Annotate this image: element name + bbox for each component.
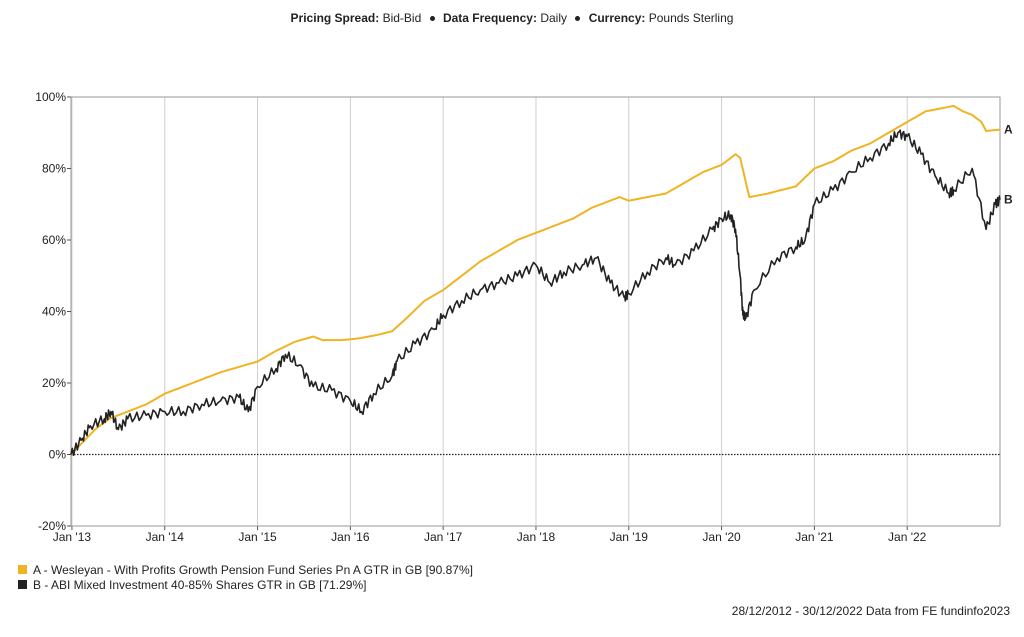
currency-key: Currency: [588,11,646,25]
legend-label-a: A - Wesleyan - With Profits Growth Pensi… [33,562,473,577]
pricing-spread-value: Bid-Bid [382,11,422,25]
x-tick-label: Jan '20 [702,530,741,544]
bullet-separator [575,16,581,22]
legend-label-b: B - ABI Mixed Investment 40-85% Shares G… [33,577,367,592]
y-tick-label: 80% [42,162,66,176]
currency-value: Pounds Sterling [648,11,734,25]
series-b-line [70,129,1001,457]
x-tick-label: Jan '18 [517,530,556,544]
bullet-separator [429,16,435,22]
x-tick-label: Jan '17 [424,530,463,544]
y-tick-label: 100% [35,90,66,104]
data-frequency-value: Daily [540,11,567,25]
x-tick-label: Jan '13 [53,530,92,544]
legend-swatch-a [18,565,27,574]
x-tick-label: Jan '22 [888,530,927,544]
legend-item-b: B - ABI Mixed Investment 40-85% Shares G… [18,577,473,592]
x-tick-label: Jan '14 [146,530,185,544]
legend-item-a: A - Wesleyan - With Profits Growth Pensi… [18,562,473,577]
series-a-end-label: A [1004,123,1013,137]
y-tick-label: 40% [42,305,66,319]
y-tick-label: -20% [38,519,66,533]
chart-header: Pricing Spread: Bid-Bid Data Frequency: … [0,11,1024,25]
y-tick-label: 60% [42,233,66,247]
legend-swatch-b [18,580,27,589]
data-source-footer: 28/12/2012 - 30/12/2022 Data from FE fun… [731,604,1010,618]
x-tick-label: Jan '16 [331,530,370,544]
data-frequency-key: Data Frequency: [442,11,537,25]
chart-legend: A - Wesleyan - With Profits Growth Pensi… [18,562,473,592]
x-tick-label: Jan '21 [795,530,834,544]
series-b-end-label: B [1004,193,1013,207]
x-tick-label: Jan '19 [610,530,649,544]
y-tick-label: 20% [42,376,66,390]
series-a-line [70,104,1001,456]
x-tick-label: Jan '15 [238,530,277,544]
y-tick-label: 0% [49,448,67,462]
pricing-spread-key: Pricing Spread: [290,11,380,25]
